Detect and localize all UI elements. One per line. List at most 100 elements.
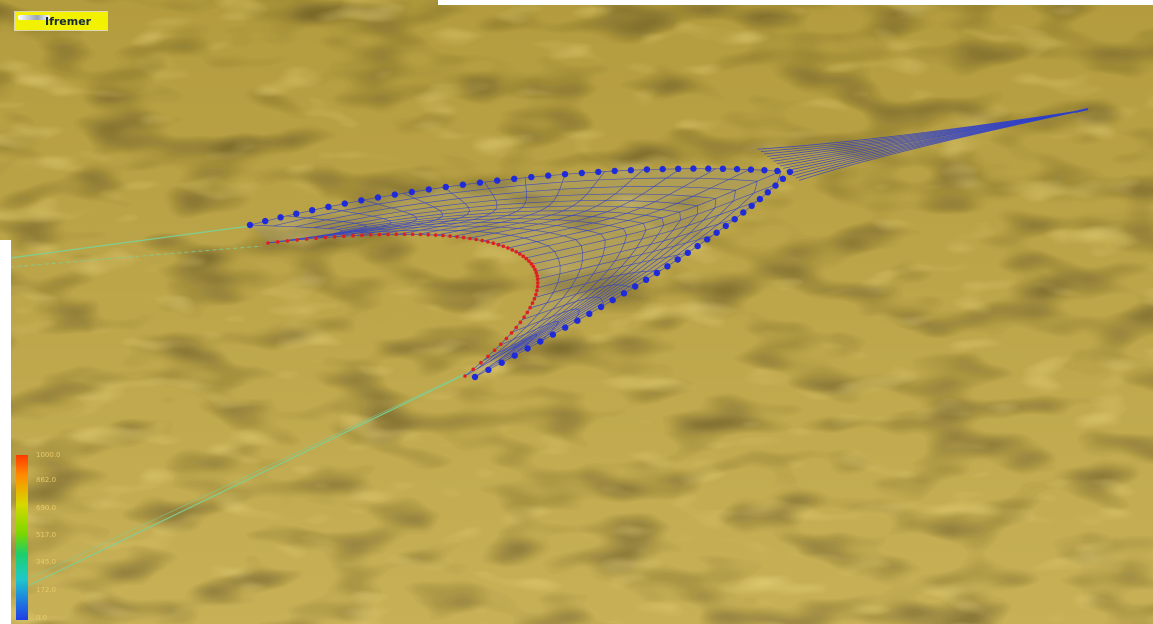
viewport-top-border xyxy=(438,0,1153,5)
headline-marker xyxy=(643,166,651,173)
net-mesh-line xyxy=(287,229,561,369)
ground-rope-marker xyxy=(486,354,490,359)
headline-marker xyxy=(597,303,605,311)
ground-rope-marker xyxy=(534,292,538,297)
headline-marker xyxy=(632,283,639,290)
codend-line xyxy=(799,109,1086,181)
ground-rope-marker xyxy=(480,238,485,243)
ground-rope-marker xyxy=(504,336,509,341)
headline-marker xyxy=(586,310,593,317)
legend-label-min: 0.0 xyxy=(36,614,48,622)
ground-rope-marker xyxy=(531,264,536,269)
headline-marker xyxy=(391,191,398,198)
net-mesh-line xyxy=(294,186,737,363)
ground-rope-marker xyxy=(496,242,501,247)
ground-rope-marker xyxy=(527,259,531,263)
headline-marker xyxy=(731,216,738,223)
headline-marker xyxy=(659,165,666,173)
headline-marker xyxy=(476,179,484,186)
headline-marker xyxy=(748,202,755,209)
ground-rope-marker xyxy=(509,331,514,335)
headline-marker xyxy=(684,249,691,256)
ground-rope-marker xyxy=(535,274,539,278)
headline-marker xyxy=(713,229,720,236)
ground-rope-marker xyxy=(491,241,496,245)
net-mesh-line xyxy=(321,222,606,357)
ground-rope-marker xyxy=(528,305,532,310)
ground-rope-marker xyxy=(441,233,445,238)
headline-marker xyxy=(574,317,581,324)
ground-rope-marker xyxy=(506,246,510,250)
headline-marker xyxy=(740,209,747,216)
headline-marker xyxy=(719,165,727,172)
ground-rope-marker xyxy=(418,232,423,237)
headline-marker xyxy=(627,167,635,174)
ground-rope-marker xyxy=(448,234,452,238)
ground-rope-marker xyxy=(455,235,459,239)
headline-marker xyxy=(511,352,518,359)
logo-fish-icon xyxy=(18,15,50,20)
ground-rope-marker xyxy=(486,240,490,244)
headline-marker xyxy=(471,373,479,381)
ground-rope-marker xyxy=(285,239,290,243)
ground-rope-marker xyxy=(535,284,540,289)
legend-label-max: 1000.0 xyxy=(36,451,61,459)
headline-marker xyxy=(674,256,681,263)
headline-marker xyxy=(761,167,768,174)
ground-rope-marker xyxy=(536,281,540,285)
headline-marker xyxy=(653,269,661,277)
headline-marker xyxy=(705,165,712,172)
ground-rope-marker xyxy=(410,232,415,237)
ground-rope-marker xyxy=(360,233,364,237)
ground-rope-marker xyxy=(535,288,539,293)
headline-marker xyxy=(578,169,585,177)
headline-marker xyxy=(675,165,682,172)
ground-rope-marker xyxy=(474,237,479,242)
ground-rope-marker xyxy=(514,250,518,254)
ground-rope-marker xyxy=(535,277,540,282)
headline-marker xyxy=(595,168,602,176)
ground-rope-marker xyxy=(433,233,438,237)
headline-float-markers xyxy=(246,165,794,381)
headline-marker xyxy=(545,172,552,179)
ground-rope-marker xyxy=(463,374,467,378)
ground-rope-marker xyxy=(518,320,523,325)
ground-rope-marker xyxy=(342,234,346,238)
ground-rope-marker xyxy=(368,233,373,237)
ground-rope-marker xyxy=(275,240,280,244)
warp-line xyxy=(29,374,463,579)
headline-marker xyxy=(664,263,671,270)
headline-marker xyxy=(562,324,569,331)
headline-marker xyxy=(722,222,729,230)
ground-rope-marker xyxy=(468,236,472,241)
ifremer-logo: Ifremer xyxy=(15,12,107,30)
headline-marker xyxy=(764,189,771,196)
ground-rope-marker xyxy=(323,235,328,240)
headline-marker xyxy=(733,165,741,173)
headline-marker xyxy=(277,214,284,221)
headline-marker xyxy=(537,338,544,345)
net-mesh-line xyxy=(305,225,584,362)
warp-line xyxy=(29,371,471,586)
headline-marker xyxy=(341,200,348,207)
headline-marker xyxy=(524,345,531,352)
headline-marker xyxy=(528,173,535,181)
ground-rope-markers xyxy=(266,232,540,378)
net-mesh-line xyxy=(337,205,681,349)
ground-rope-marker xyxy=(402,232,407,236)
ground-rope-marker xyxy=(501,244,506,249)
ground-rope-marker xyxy=(518,252,522,256)
headline-marker xyxy=(511,175,518,182)
ground-rope-marker xyxy=(524,256,528,261)
warp-line xyxy=(9,245,263,268)
headline-marker xyxy=(756,195,764,203)
headline-marker xyxy=(459,181,467,188)
ground-rope-marker xyxy=(530,301,535,305)
legend-label: 862.0 xyxy=(36,476,57,484)
headline-marker xyxy=(772,182,779,189)
ground-rope-marker xyxy=(461,235,466,240)
legend-label: 690.0 xyxy=(36,504,57,512)
headline-marker xyxy=(408,188,415,196)
